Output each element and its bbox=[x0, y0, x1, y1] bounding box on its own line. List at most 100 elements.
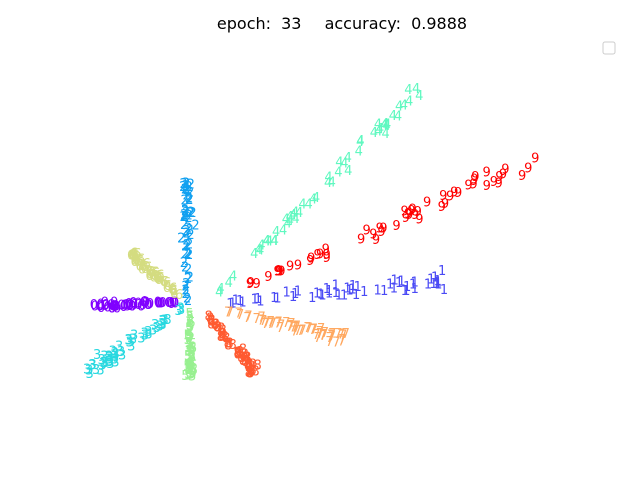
point-digit-2: 2 bbox=[177, 232, 185, 247]
point-digit-2: 2 bbox=[184, 211, 192, 226]
point-digit-4: 4 bbox=[356, 134, 364, 149]
point-digit-9: 9 bbox=[450, 185, 458, 200]
point-digit-8: 8 bbox=[218, 329, 226, 344]
point-digit-5: 5 bbox=[186, 363, 194, 378]
point-digit-0: 0 bbox=[142, 296, 150, 311]
point-digit-3: 3 bbox=[97, 353, 105, 368]
point-digit-7: 7 bbox=[317, 322, 325, 337]
point-digit-9: 9 bbox=[322, 251, 330, 266]
point-digit-8: 8 bbox=[211, 317, 219, 332]
point-digit-6: 6 bbox=[170, 287, 178, 302]
point-digit-1: 1 bbox=[411, 275, 419, 290]
point-digit-0: 0 bbox=[134, 297, 142, 312]
point-digit-0: 0 bbox=[167, 297, 175, 312]
point-digit-8: 8 bbox=[212, 318, 220, 333]
point-digit-4: 4 bbox=[282, 212, 290, 227]
point-digit-1: 1 bbox=[424, 277, 432, 292]
point-digit-3: 3 bbox=[111, 346, 119, 361]
point-digit-5: 5 bbox=[187, 368, 195, 383]
point-digit-7: 7 bbox=[338, 333, 346, 348]
point-digit-6: 6 bbox=[135, 260, 143, 275]
point-digit-5: 5 bbox=[186, 310, 194, 325]
point-digit-1: 1 bbox=[409, 277, 417, 292]
point-digit-8: 8 bbox=[225, 337, 233, 352]
point-digit-4: 4 bbox=[394, 110, 402, 125]
point-digit-0: 0 bbox=[111, 299, 119, 314]
point-digit-3: 3 bbox=[125, 336, 133, 351]
point-digit-9: 9 bbox=[495, 170, 503, 185]
point-digit-5: 5 bbox=[184, 362, 192, 377]
point-digit-5: 5 bbox=[186, 319, 194, 334]
point-digit-1: 1 bbox=[345, 283, 353, 298]
point-digit-4: 4 bbox=[284, 217, 292, 232]
point-digit-4: 4 bbox=[250, 247, 258, 262]
point-digit-0: 0 bbox=[117, 298, 125, 313]
legend-box[interactable] bbox=[602, 41, 616, 55]
point-digit-9: 9 bbox=[499, 167, 507, 182]
point-digit-3: 3 bbox=[111, 356, 119, 371]
point-digit-2: 2 bbox=[181, 210, 189, 225]
point-digit-8: 8 bbox=[245, 361, 253, 376]
point-digit-6: 6 bbox=[152, 267, 160, 282]
point-digit-7: 7 bbox=[342, 327, 350, 342]
point-digit-9: 9 bbox=[274, 264, 282, 279]
point-digit-5: 5 bbox=[185, 330, 193, 345]
point-digit-4: 4 bbox=[404, 83, 412, 98]
point-digit-0: 0 bbox=[109, 300, 117, 315]
point-digit-2: 2 bbox=[182, 177, 190, 192]
point-digit-9: 9 bbox=[483, 165, 491, 180]
point-digit-9: 9 bbox=[518, 169, 526, 184]
point-digit-2: 2 bbox=[183, 226, 191, 241]
point-digit-9: 9 bbox=[483, 179, 491, 194]
point-digit-9: 9 bbox=[495, 176, 503, 191]
point-digit-0: 0 bbox=[101, 295, 109, 310]
point-digit-4: 4 bbox=[344, 164, 352, 179]
point-digit-0: 0 bbox=[140, 296, 148, 311]
point-digit-2: 2 bbox=[181, 203, 189, 218]
point-digit-2: 2 bbox=[183, 247, 191, 262]
point-digit-0: 0 bbox=[97, 298, 105, 313]
point-digit-7: 7 bbox=[321, 326, 329, 341]
point-digit-1: 1 bbox=[402, 284, 410, 299]
point-digit-1: 1 bbox=[236, 294, 244, 309]
point-digit-6: 6 bbox=[130, 247, 138, 262]
point-digit-7: 7 bbox=[326, 331, 334, 346]
point-digit-1: 1 bbox=[395, 276, 403, 291]
point-digit-6: 6 bbox=[150, 270, 158, 285]
point-digit-6: 6 bbox=[135, 254, 143, 269]
point-digit-6: 6 bbox=[133, 255, 141, 270]
point-digit-2: 2 bbox=[181, 183, 189, 198]
point-digit-7: 7 bbox=[291, 324, 299, 339]
point-digit-6: 6 bbox=[129, 248, 137, 263]
point-digit-3: 3 bbox=[88, 359, 96, 374]
point-digit-5: 5 bbox=[186, 319, 194, 334]
point-digit-9: 9 bbox=[524, 162, 532, 177]
point-digit-8: 8 bbox=[206, 312, 214, 327]
point-digit-1: 1 bbox=[273, 292, 281, 307]
point-digit-0: 0 bbox=[122, 298, 130, 313]
point-digit-7: 7 bbox=[334, 327, 342, 342]
point-digit-6: 6 bbox=[131, 247, 139, 262]
point-digit-0: 0 bbox=[97, 301, 105, 316]
point-digit-2: 2 bbox=[182, 277, 190, 292]
point-digit-8: 8 bbox=[217, 321, 225, 336]
point-digit-4: 4 bbox=[257, 238, 265, 253]
point-digit-5: 5 bbox=[188, 337, 196, 352]
point-digit-0: 0 bbox=[166, 296, 174, 311]
point-digit-5: 5 bbox=[188, 366, 196, 381]
point-digit-1: 1 bbox=[386, 278, 394, 293]
point-digit-3: 3 bbox=[105, 349, 113, 364]
point-digit-0: 0 bbox=[134, 298, 142, 313]
point-digit-0: 0 bbox=[108, 302, 116, 317]
point-digit-5: 5 bbox=[183, 360, 191, 375]
point-digit-4: 4 bbox=[271, 234, 279, 249]
point-digit-1: 1 bbox=[313, 287, 321, 302]
point-digit-2: 2 bbox=[185, 180, 193, 195]
point-digit-5: 5 bbox=[185, 361, 193, 376]
point-digit-5: 5 bbox=[188, 351, 196, 366]
point-digit-4: 4 bbox=[309, 193, 317, 208]
point-digit-1: 1 bbox=[323, 282, 331, 297]
point-digit-2: 2 bbox=[183, 238, 191, 253]
point-digit-5: 5 bbox=[184, 367, 192, 382]
point-digit-4: 4 bbox=[415, 89, 423, 104]
